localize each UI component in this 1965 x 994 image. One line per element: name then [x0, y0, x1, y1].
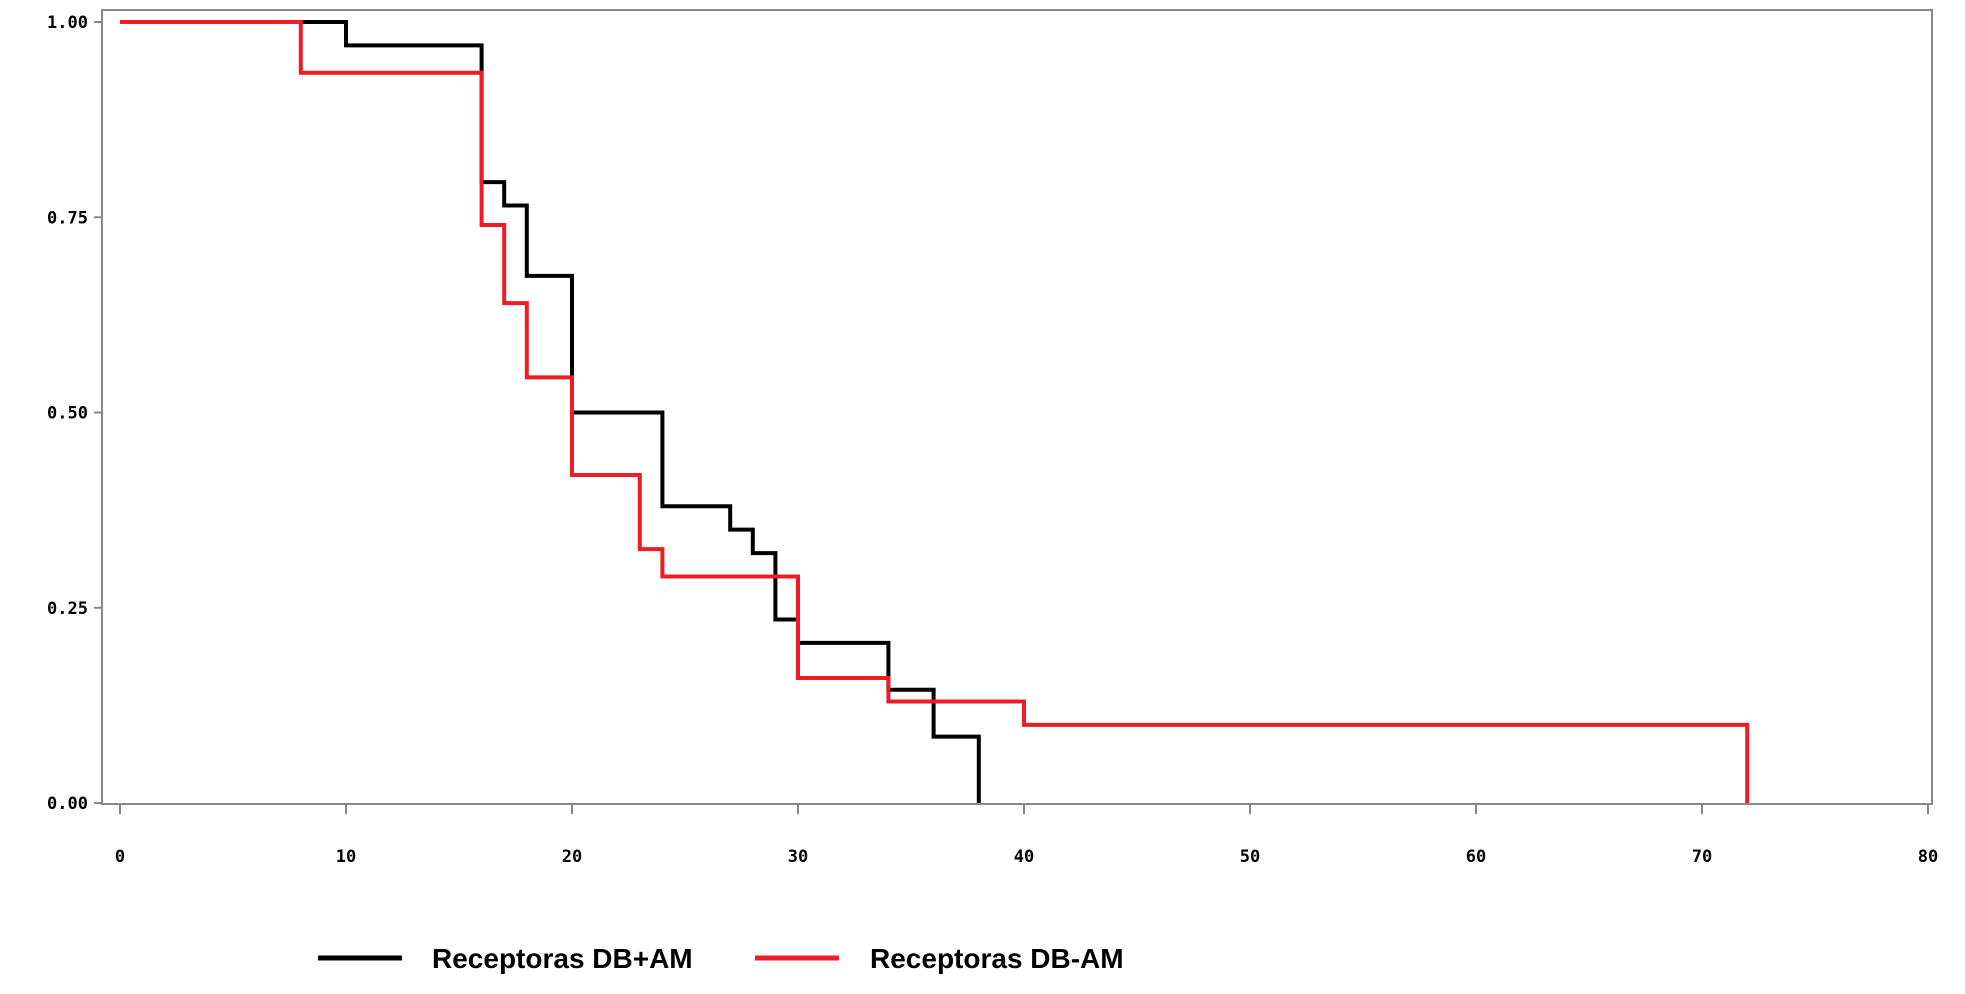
series-layer [120, 20, 1750, 803]
x-tick-label: 20 [562, 847, 582, 867]
x-tick-label: 10 [336, 847, 356, 867]
x-tick-label: 70 [1692, 847, 1712, 867]
x-axis: 0 10 20 30 40 50 60 70 80 [115, 804, 1938, 867]
legend-label: Receptoras DB+AM [432, 943, 693, 974]
y-tick-label: 1.00 [47, 13, 88, 33]
y-tick-label: 0.25 [47, 599, 88, 619]
y-axis: 0.00 0.25 0.50 0.75 1.00 [47, 13, 102, 814]
x-tick-label: 50 [1240, 847, 1260, 867]
series-line-2 [120, 20, 1750, 803]
x-tick-label: 30 [788, 847, 808, 867]
y-tick-label: 0.00 [47, 794, 88, 814]
legend: Receptoras DB+AM Receptoras DB-AM [318, 943, 1124, 974]
series-line-1 [120, 20, 981, 803]
x-tick-label: 0 [115, 847, 125, 867]
x-tick-label: 60 [1466, 847, 1486, 867]
legend-label: Receptoras DB-AM [870, 943, 1124, 974]
x-tick-label: 40 [1014, 847, 1034, 867]
x-tick-label: 80 [1918, 847, 1938, 867]
y-tick-label: 0.75 [47, 208, 88, 228]
plot-frame [101, 9, 1933, 805]
y-tick-label: 0.50 [47, 404, 88, 424]
